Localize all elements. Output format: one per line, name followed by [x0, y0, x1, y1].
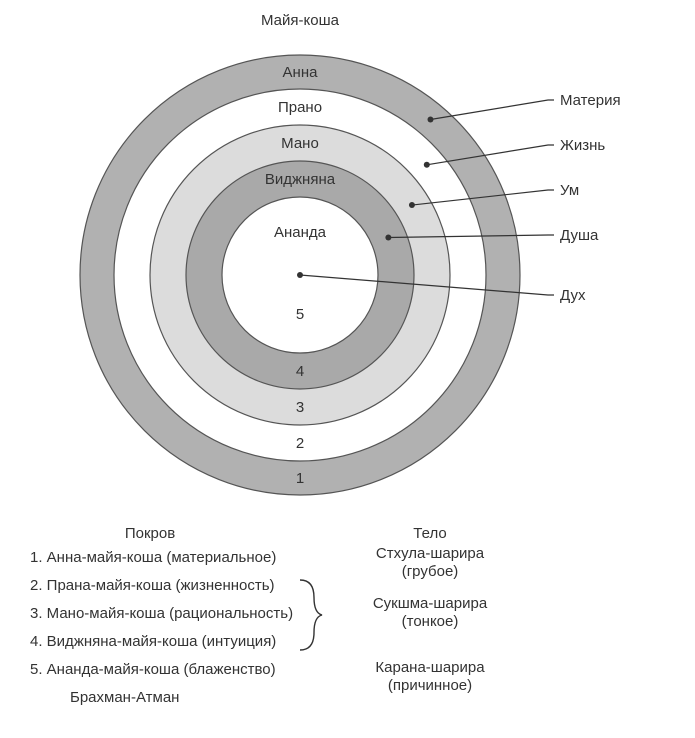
ring-label-5: Ананда — [274, 224, 327, 241]
ring-number-2: 2 — [296, 435, 304, 452]
legend-right-item-2-line-2: (тонкое) — [402, 613, 459, 630]
legend-left-footer: Брахман-Атман — [70, 689, 179, 706]
leader-line-1 — [430, 100, 554, 119]
diagram-title: Майя-коша — [261, 12, 340, 29]
ring-number-1: 1 — [296, 470, 304, 487]
legend-right-header: Тело — [413, 525, 446, 542]
legend-left-item-1: 1. Анна-майя-коша (материальное) — [30, 549, 276, 566]
ring-label-3: Мано — [281, 135, 319, 152]
legend-left-item-3: 3. Мано-майя-коша (рациональность) — [30, 605, 293, 622]
kosha-diagram: Майя-коша Анна 1 Прано 2 Мано 3 Виджняна 4 Ананда… — [0, 0, 695, 738]
ring-outer-label-1: Материя — [560, 92, 621, 109]
legend-left-item-4: 4. Виджняна-майя-коша (интуиция) — [30, 633, 276, 650]
ring-number-3: 3 — [296, 399, 304, 416]
ring-outer-label-2: Жизнь — [560, 137, 605, 154]
ring-outer-label-4: Душа — [560, 227, 599, 244]
legend-right-item-1-line-1: Стхула-шарира — [376, 545, 485, 562]
ring-number-5: 5 — [296, 306, 304, 323]
legend-left-header: Покров — [125, 525, 175, 542]
legend-right-item-2-line-1: Сукшма-шарира — [373, 595, 488, 612]
legend-brace — [300, 580, 322, 650]
ring-number-4: 4 — [296, 363, 304, 380]
legend-left-item-2: 2. Прана-майя-коша (жизненность) — [30, 577, 275, 594]
legend-left-item-5: 5. Ананда-майя-коша (блаженство) — [30, 661, 276, 678]
ring-outer-label-3: Ум — [560, 182, 579, 199]
legend-right-item-3-line-1: Карана-шарира — [375, 659, 485, 676]
ring-outer-label-5: Дух — [560, 287, 586, 304]
legend-right-item-1-line-2: (грубое) — [402, 563, 459, 580]
ring-label-1: Анна — [283, 64, 319, 81]
ring-label-4: Виджняна — [265, 171, 336, 188]
ring-label-2: Прано — [278, 99, 322, 116]
legend-right-item-3-line-2: (причинное) — [388, 677, 472, 694]
